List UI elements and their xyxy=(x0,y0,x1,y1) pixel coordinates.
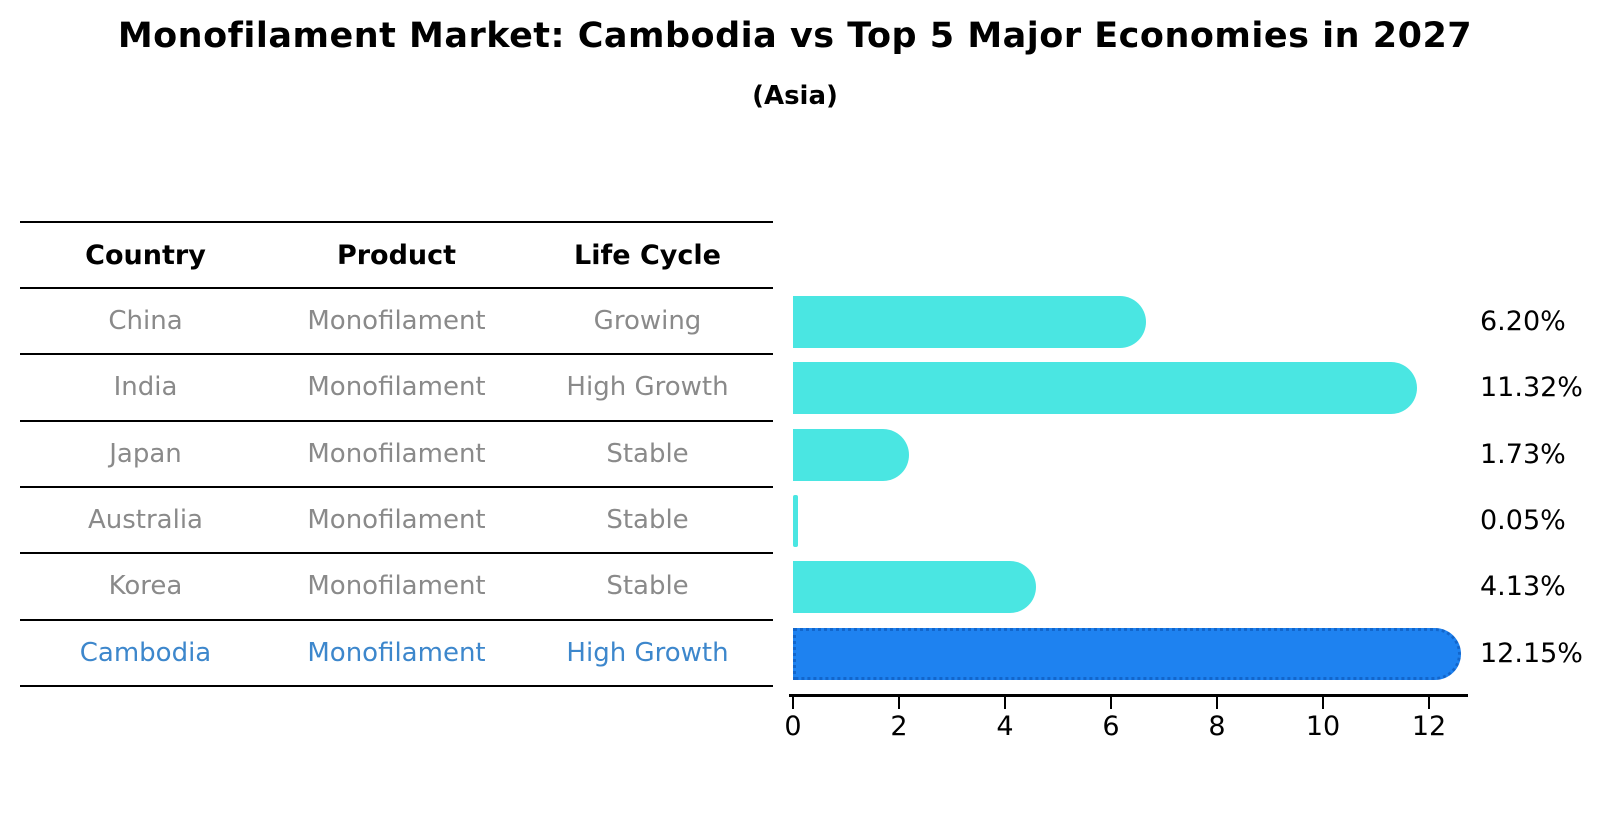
value-label-india: 11.32% xyxy=(1480,372,1583,404)
comparison-table: Country Product Life Cycle China Monofilamen… xyxy=(20,221,773,687)
table-row-china: China Monofilament Growing xyxy=(20,289,773,356)
bar-india xyxy=(793,362,1417,415)
cell-country: Cambodia xyxy=(79,637,212,668)
table-row-india: India Monofilament High Growth xyxy=(20,355,773,422)
cell-product: Monofilament xyxy=(307,571,486,602)
table-row-cambodia: Cambodia Monofilament High Growth xyxy=(20,621,773,687)
cell-life-cycle: Growing xyxy=(593,306,702,337)
bar-cambodia xyxy=(793,627,1461,680)
x-axis-tick-label: 2 xyxy=(890,711,908,742)
cell-life-cycle: High Growth xyxy=(566,637,729,668)
cell-product: Monofilament xyxy=(307,505,486,536)
x-axis-tick-label: 6 xyxy=(1102,711,1120,742)
cell-life-cycle: Stable xyxy=(606,571,689,602)
chart-subtitle: (Asia) xyxy=(752,81,838,111)
cell-country: China xyxy=(108,306,183,337)
chart-title: Monofilament Market: Cambodia vs Top 5 M… xyxy=(117,16,1473,56)
x-axis-tick-label: 12 xyxy=(1411,711,1447,742)
cell-life-cycle: Stable xyxy=(606,505,689,536)
cell-product: Monofilament xyxy=(307,637,486,668)
bar-china xyxy=(793,296,1146,348)
bar-korea xyxy=(793,561,1036,614)
x-axis-tick xyxy=(1004,697,1006,709)
bar-japan xyxy=(793,428,909,481)
cell-product: Monofilament xyxy=(307,438,486,469)
cell-country: Australia xyxy=(87,505,203,536)
cell-life-cycle: Stable xyxy=(606,438,689,469)
cell-product: Monofilament xyxy=(307,306,486,337)
bar-australia xyxy=(793,494,798,547)
cell-country: Japan xyxy=(109,438,182,469)
x-axis-tick-label: 0 xyxy=(784,711,802,742)
x-axis-tick xyxy=(1110,697,1112,709)
table-row-korea: Korea Monofilament Stable xyxy=(20,554,773,621)
table-row-japan: Japan Monofilament Stable xyxy=(20,422,773,488)
cell-country: India xyxy=(113,372,178,403)
x-axis-tick xyxy=(1216,697,1218,709)
table-row-australia: Australia Monofilament Stable xyxy=(20,488,773,555)
column-header-country: Country xyxy=(85,239,206,271)
table-header-row: Country Product Life Cycle xyxy=(20,221,773,289)
value-label-korea: 4.13% xyxy=(1480,571,1566,603)
column-header-life-cycle: Life Cycle xyxy=(574,239,721,271)
x-axis-tick-label: 4 xyxy=(996,711,1014,742)
x-axis-tick xyxy=(1322,697,1324,709)
x-axis-tick-label: 10 xyxy=(1305,711,1341,742)
x-axis-tick xyxy=(792,697,794,709)
value-label-australia: 0.05% xyxy=(1480,504,1566,536)
cell-product: Monofilament xyxy=(307,372,486,403)
x-axis-tick-label: 8 xyxy=(1208,711,1226,742)
column-header-product: Product xyxy=(336,239,457,271)
value-label-china: 6.20% xyxy=(1480,306,1566,337)
x-axis-line xyxy=(789,694,1468,697)
value-label-japan: 1.73% xyxy=(1480,438,1566,470)
cell-life-cycle: High Growth xyxy=(566,372,729,403)
x-axis-tick xyxy=(1428,697,1430,709)
value-label-cambodia: 12.15% xyxy=(1480,637,1583,669)
cell-country: Korea xyxy=(108,571,183,602)
x-axis-tick xyxy=(898,697,900,709)
